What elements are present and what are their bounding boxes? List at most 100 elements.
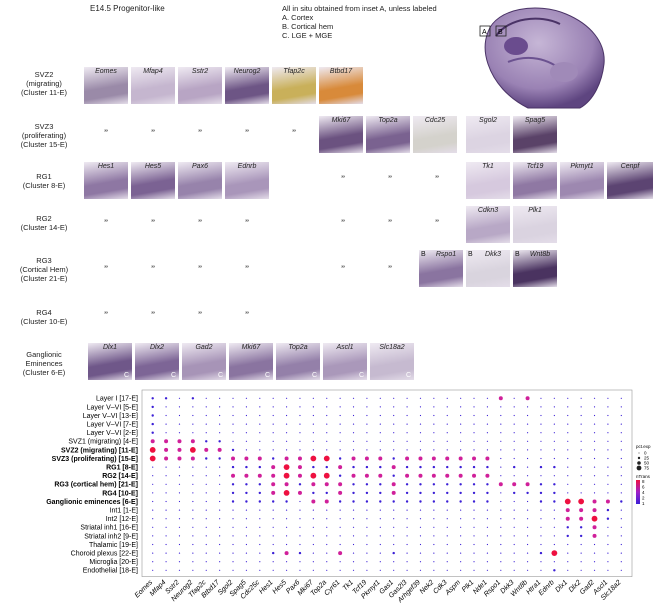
dot [446,526,448,528]
dot [219,406,221,408]
dot [245,440,248,442]
legend-size-title: pct.exp [636,444,651,449]
dot [271,457,275,460]
dot [245,465,248,469]
dot [219,569,221,571]
gene-label: Dlx1 [102,344,117,351]
dot [299,518,301,520]
dot [486,526,489,528]
dot [459,500,462,503]
dot [460,414,462,417]
dot [486,449,489,451]
gene-label: Gad2 [195,344,213,351]
dot [232,543,234,546]
dot [526,414,529,417]
region-label: C [311,372,317,379]
dot [205,423,207,425]
dot [446,535,448,537]
dot [219,397,221,399]
dot [580,475,582,477]
gene-label: Eomes [95,68,117,75]
gene-label: Cenpf [620,163,640,170]
dot [339,406,341,408]
dot [365,500,369,503]
dot [526,406,529,408]
dot [593,423,596,425]
dot [620,423,622,425]
row-label-rg4: RG4 (Cluster 10-E) [8,308,80,326]
row-label-line: RG1 [36,172,52,181]
dot [378,456,383,461]
dot [271,473,276,478]
dot [579,534,583,538]
dot [231,500,235,503]
dot [406,535,408,537]
dot [486,440,489,442]
dot [406,432,408,434]
dot [486,561,489,563]
dot [620,509,622,511]
dot [553,561,555,563]
dot [525,396,530,401]
dot [607,526,609,528]
row-label: RG3 (cortical hem) [21-E] [54,482,138,489]
dot [379,543,381,546]
in-situ-tile: Pax6 [178,162,222,199]
dot [311,482,316,487]
row-label-line: SVZ3 [34,122,54,131]
dot [271,490,276,495]
in-situ-tile: Hes1 [84,162,128,199]
dot [165,543,167,546]
dot [299,500,301,503]
dot [299,526,301,528]
in-situ-tile: Cdc25 [413,116,457,153]
dot [566,534,569,538]
gene-label: Neurog2 [233,68,261,75]
gene-label: Cdkn3 [477,207,499,214]
dot [446,449,448,451]
dot [580,414,582,417]
dot [500,475,502,477]
dot [620,440,622,442]
dot [379,423,381,425]
dot [607,414,609,417]
dot [326,414,328,417]
dot [338,482,343,487]
dot [379,509,381,511]
gene-label: Tk1 [482,163,494,170]
in-situ-tile: Neurog2 [225,67,269,104]
dot [272,423,274,425]
dot [205,466,207,468]
dot [219,561,221,563]
dot [178,543,181,546]
dot [580,552,582,554]
row-label: Endothelial [18-E] [83,568,138,575]
dot [232,561,234,563]
dot [513,414,515,417]
in-situ-tile: Mki67 [319,116,363,153]
dot [486,500,489,503]
region-label: C [358,372,364,379]
ditto-mark: ” [341,264,345,274]
dot [472,500,476,503]
dot [393,414,395,417]
legend-color-title: nTrans [636,474,651,479]
row-label-rg1: RG1 (Cluster 8-E) [8,172,80,190]
dot [190,439,195,444]
dot [219,475,221,477]
dot [620,569,622,571]
dot [473,569,475,571]
dot [419,543,422,546]
dot [620,406,622,408]
dot [366,423,368,425]
dot [366,552,368,554]
dot [607,535,609,537]
dot [297,490,302,495]
ditto-mark: ” [151,310,155,320]
dot [232,552,234,554]
legend-size-label: 0 [644,451,647,456]
dot [298,551,302,555]
gene-label: Ascl1 [336,344,354,351]
dot [567,449,569,451]
dot [192,414,194,417]
